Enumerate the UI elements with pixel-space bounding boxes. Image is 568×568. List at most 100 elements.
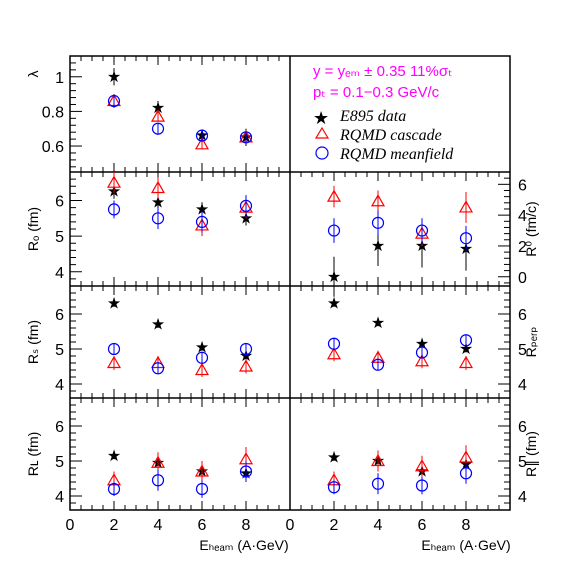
data-point-circle: [327, 337, 341, 350]
x-tick-label: 6: [198, 517, 207, 534]
x-tick-label: 6: [418, 517, 427, 534]
data-point-circle: [195, 215, 209, 228]
panel-R_s: 4 5 6 Rₛ (fm) ★ ★ ★ ★: [25, 285, 291, 399]
data-point-triangle: [458, 355, 474, 369]
data-point-circle: [195, 482, 209, 496]
data-point-star: ★: [195, 339, 209, 356]
y-tick-label: 4: [518, 489, 527, 506]
y-tick-label: 4: [55, 489, 64, 506]
data-point-triangle: [238, 130, 254, 143]
data-point-triangle: [150, 109, 166, 122]
data-point-triangle: [370, 194, 386, 207]
data-point-star: ★: [415, 238, 429, 255]
data-point-circle: [239, 465, 253, 478]
legend-cut-rapidity: y = yₑₘ ± 0.35 11%σₜ: [313, 63, 453, 80]
data-point-triangle: [326, 189, 342, 202]
data-point-circle: [239, 131, 253, 144]
y-axis-title: Rₛ (fm): [25, 320, 41, 364]
y-tick-label: 0.6: [42, 139, 64, 156]
data-point-circle: [327, 224, 341, 237]
y-axis-title: Rʟ (fm): [25, 432, 41, 477]
y-tick-label: 4: [518, 377, 527, 394]
legend-entry-meanfield: RQMD meanfield: [315, 146, 454, 163]
data-point-circle: [327, 481, 341, 494]
data-point-circle: [151, 474, 165, 487]
data-point-triangle: [150, 455, 166, 468]
data-point-circle: [107, 94, 121, 108]
legend-circle-icon: [315, 146, 329, 160]
legend-triangle-icon: [314, 126, 330, 139]
y-axis-title: Rₚₑᵣₚ: [523, 327, 539, 358]
legend-entry-e895: ★ E895 data: [313, 108, 406, 128]
data-point-star: ★: [371, 238, 385, 255]
data-point-triangle: [150, 180, 166, 194]
y-tick-label: 6: [518, 177, 527, 194]
data-point-circle: [151, 362, 165, 375]
legend-label-meanfield: RQMD meanfield: [339, 146, 454, 163]
x-axis-title: Eₕₑₐₘ (A·GeV): [421, 537, 510, 553]
legend-cut-pt: pₜ = 0.1−0.3 GeV/c: [313, 84, 440, 101]
data-point-circle: [151, 122, 165, 135]
data-point-triangle: [458, 200, 474, 213]
data-point-circle: [195, 351, 209, 364]
y-tick-label: 6: [55, 194, 64, 211]
data-point-star: ★: [195, 201, 209, 218]
data-point-star: ★: [107, 448, 121, 465]
data-point-star: ★: [107, 296, 121, 313]
x-tick-label: 0: [286, 517, 295, 534]
y-tick-label: 4: [55, 265, 64, 282]
x-axis-title: Eₕₑₐₘ (A·GeV): [199, 537, 288, 553]
panel-lambda: 0.60.81λ ★★★ ★: [25, 55, 291, 172]
data-point-circle: [415, 479, 429, 492]
y-tick-label: 2: [518, 239, 527, 256]
y-tick-label: 4: [518, 208, 527, 225]
data-point-triangle: [194, 137, 210, 150]
x-tick-label: 2: [110, 517, 119, 534]
data-point-star: ★: [327, 450, 341, 467]
data-point-star: ★: [327, 269, 341, 286]
data-point-circle: [459, 232, 473, 245]
legend-star-icon: ★: [313, 108, 329, 128]
y-tick-label: 6: [55, 419, 64, 436]
data-point-circle: [459, 334, 473, 347]
data-point-triangle: [370, 453, 386, 467]
data-point-circle: [151, 212, 165, 225]
legend: y = yₑₘ ± 0.35 11%σₜ pₜ = 0.1−0.3 GeV/c …: [313, 63, 454, 163]
panels-layer: 0.6 0.8 1 λ ★ ★ ★ ★ 4 5 6 Rₒ (fm) ★ ★ ★ ★ 0 2 4 6 R⁰ (fm/c) ★…: [25, 55, 539, 553]
x-tick-label: 0: [66, 517, 75, 534]
data-point-circle: [371, 216, 385, 229]
y-tick-label: 6: [55, 307, 64, 324]
y-tick-label: 1: [55, 70, 64, 87]
data-point-triangle: [238, 359, 254, 372]
data-point-circle: [239, 342, 253, 356]
data-point-star: ★: [239, 210, 253, 227]
x-tick-label: 4: [154, 517, 163, 534]
data-point-star: ★: [459, 341, 473, 358]
data-point-triangle: [106, 355, 122, 369]
data-point-triangle: [326, 347, 342, 360]
y-tick-label: 5: [55, 454, 64, 471]
data-point-triangle: [458, 450, 474, 463]
y-tick-label: 5: [55, 229, 64, 246]
y-tick-label: 0.8: [42, 104, 64, 121]
x-tick-label: 8: [242, 517, 251, 534]
legend-label-cascade: RQMD cascade: [339, 127, 442, 144]
data-point-circle: [239, 199, 253, 212]
y-tick-label: 5: [518, 342, 527, 359]
x-tick-label: 8: [462, 517, 471, 534]
x-tick-label: 2: [330, 517, 339, 534]
y-tick-label: 6: [518, 419, 527, 436]
data-point-star: ★: [107, 69, 121, 86]
data-point-star: ★: [327, 296, 341, 313]
data-point-triangle: [194, 464, 210, 477]
y-axis-title: R⁰ (fm/c): [523, 201, 539, 256]
data-point-star: ★: [151, 194, 165, 211]
data-point-circle: [195, 129, 209, 142]
data-point-triangle: [414, 354, 430, 367]
y-tick-label: 4: [55, 377, 64, 394]
